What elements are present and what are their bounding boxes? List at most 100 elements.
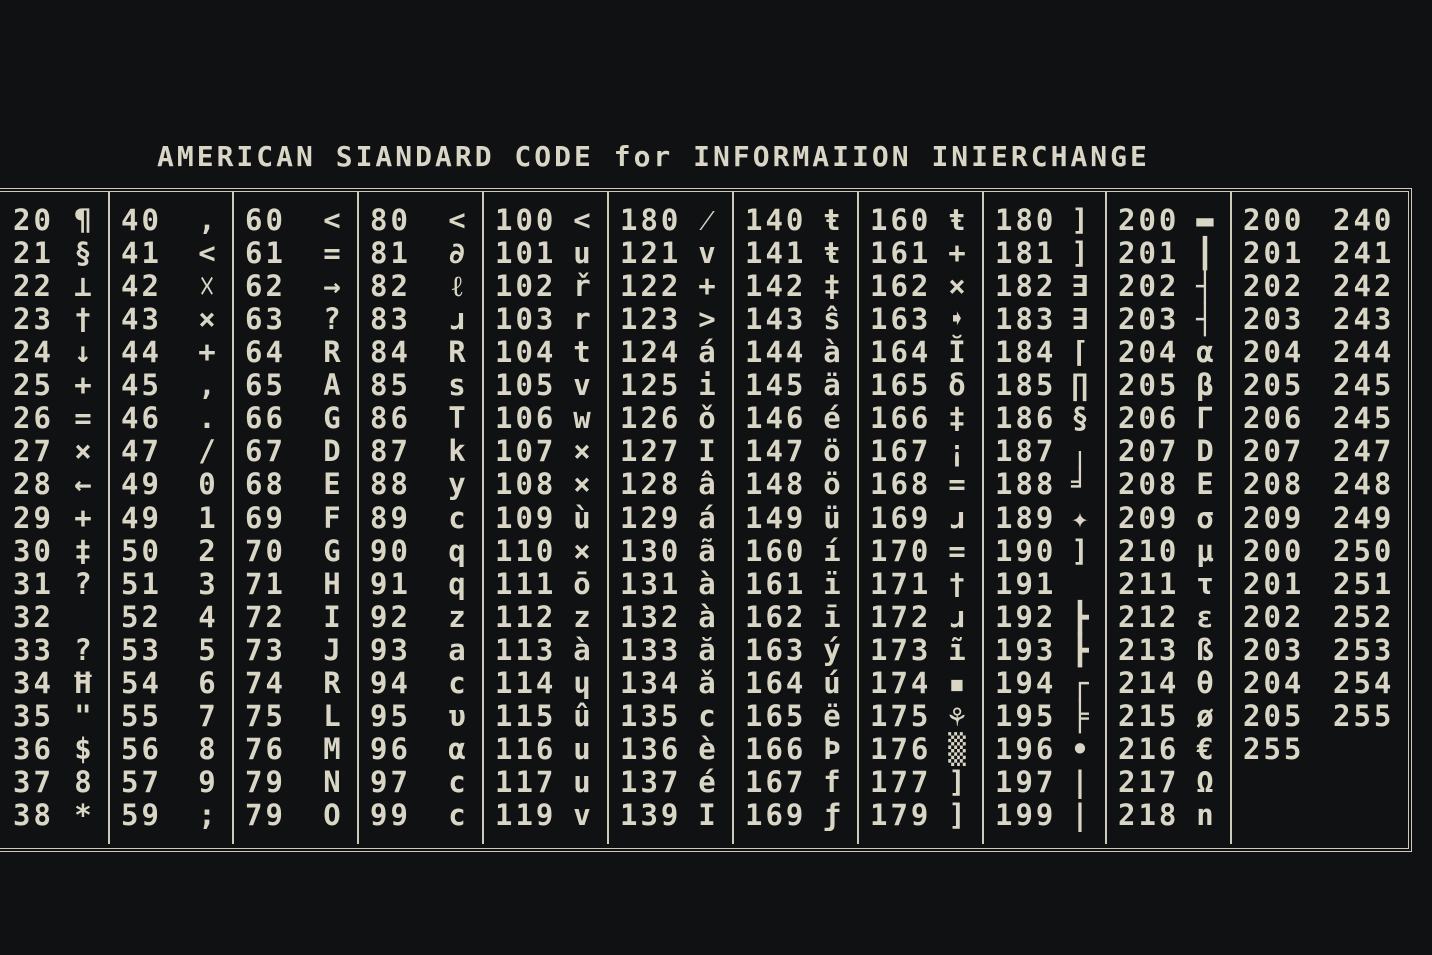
code-glyph: u <box>573 731 591 766</box>
code-glyph: ╷ <box>1071 434 1089 469</box>
code-number: 94 <box>370 665 411 700</box>
code-number: 209 <box>1243 500 1305 535</box>
code-number: 207 <box>1118 434 1180 469</box>
code-glyph: ä <box>823 368 841 403</box>
code-number: 215 <box>1118 698 1180 733</box>
code-glyph: μ <box>1196 533 1214 568</box>
code-number: 44 <box>121 335 162 370</box>
code-number: 194 <box>995 665 1057 700</box>
code-glyph: 6 <box>198 665 216 700</box>
column-separator <box>607 192 609 844</box>
code-number: 72 <box>245 599 286 634</box>
code-glyph: ∃ <box>1071 269 1089 304</box>
code-glyph: à <box>698 599 716 634</box>
code-glyph: ¶ <box>74 203 92 237</box>
code-glyph: ß <box>1196 632 1214 667</box>
code-number: 181 <box>995 236 1057 271</box>
code-glyph: r <box>573 302 591 337</box>
code-number: 69 <box>245 500 286 535</box>
column-separator <box>1230 192 1232 844</box>
code-glyph: = <box>323 236 341 271</box>
code-number: 169 <box>870 500 932 535</box>
code-glyph: ɹ <box>948 599 966 634</box>
code-glyph: + <box>198 335 216 370</box>
code-glyph: è <box>698 731 716 766</box>
code-number: 180 <box>620 203 682 237</box>
code-number: 251 <box>1333 566 1395 601</box>
code-glyph: ▬ <box>1196 203 1214 237</box>
code-number: 117 <box>495 765 557 800</box>
code-glyph: à <box>698 566 716 601</box>
code-glyph: ┤ <box>1196 302 1214 337</box>
code-glyph: A <box>323 368 341 403</box>
code-glyph: 3 <box>198 566 216 601</box>
code-glyph: F <box>323 500 341 535</box>
code-glyph: z <box>573 599 591 634</box>
code-glyph: ∃ <box>1071 302 1089 337</box>
code-number: 179 <box>870 798 932 833</box>
code-number: 172 <box>870 599 932 634</box>
code-glyph: ‡ <box>74 533 92 568</box>
code-glyph: < <box>573 203 591 237</box>
code-glyph: ← <box>74 467 92 502</box>
code-glyph: 8 <box>198 731 216 766</box>
code-number: 254 <box>1333 665 1395 700</box>
code-number: 61 <box>245 236 286 271</box>
code-glyph: ŧ <box>948 203 966 237</box>
code-number: 248 <box>1333 467 1395 502</box>
code-number: 102 <box>495 269 557 304</box>
code-glyph: ↓ <box>74 335 92 370</box>
code-number: 45 <box>121 368 162 403</box>
code-number: 82 <box>370 269 411 304</box>
code-glyph: ƒ <box>823 798 841 833</box>
code-glyph: I <box>323 599 341 634</box>
code-glyph: α <box>448 731 466 766</box>
code-glyph: ┌ <box>1071 665 1089 700</box>
code-number: 79 <box>245 765 286 800</box>
code-glyph: ┣ <box>1071 599 1089 634</box>
code-number: 36 <box>13 731 54 766</box>
code-number: 180 <box>995 203 1057 237</box>
code-number: 191 <box>995 566 1057 601</box>
code-number: 213 <box>1118 632 1180 667</box>
code-number: 175 <box>870 698 932 733</box>
code-number: 106 <box>495 401 557 436</box>
code-number: 42 <box>121 269 162 304</box>
code-number: 71 <box>245 566 286 601</box>
code-number: 93 <box>370 632 411 667</box>
code-number: 109 <box>495 500 557 535</box>
code-glyph: à <box>823 335 841 370</box>
code-glyph: , <box>198 203 216 237</box>
code-number: 201 <box>1243 566 1305 601</box>
code-glyph: 1 <box>198 500 216 535</box>
code-number: 96 <box>370 731 411 766</box>
code-number: 202 <box>1243 269 1305 304</box>
code-glyph: " <box>74 698 92 733</box>
code-number: 204 <box>1243 335 1305 370</box>
code-number: 208 <box>1118 467 1180 502</box>
code-glyph: ℓ <box>451 269 463 304</box>
code-number: 173 <box>870 632 932 667</box>
column-separator <box>982 192 984 844</box>
code-number: 247 <box>1333 434 1395 469</box>
code-glyph: t <box>573 335 591 370</box>
code-number: 203 <box>1243 632 1305 667</box>
code-number: 70 <box>245 533 286 568</box>
code-number: 145 <box>745 368 807 403</box>
code-number: 62 <box>245 269 286 304</box>
code-number: 60 <box>245 203 286 237</box>
code-number: 56 <box>121 731 162 766</box>
code-number: 187 <box>995 434 1057 469</box>
code-glyph: ∂ <box>448 236 466 271</box>
code-number: 74 <box>245 665 286 700</box>
code-number: 242 <box>1333 269 1395 304</box>
code-number: 90 <box>370 533 411 568</box>
code-number: 199 <box>995 798 1057 833</box>
code-number: 212 <box>1118 599 1180 634</box>
code-number: 121 <box>620 236 682 271</box>
code-number: 27 <box>13 434 54 469</box>
code-number: 130 <box>620 533 682 568</box>
code-glyph: ? <box>74 632 92 667</box>
code-number: 144 <box>745 335 807 370</box>
code-glyph: ŧ <box>823 203 841 237</box>
